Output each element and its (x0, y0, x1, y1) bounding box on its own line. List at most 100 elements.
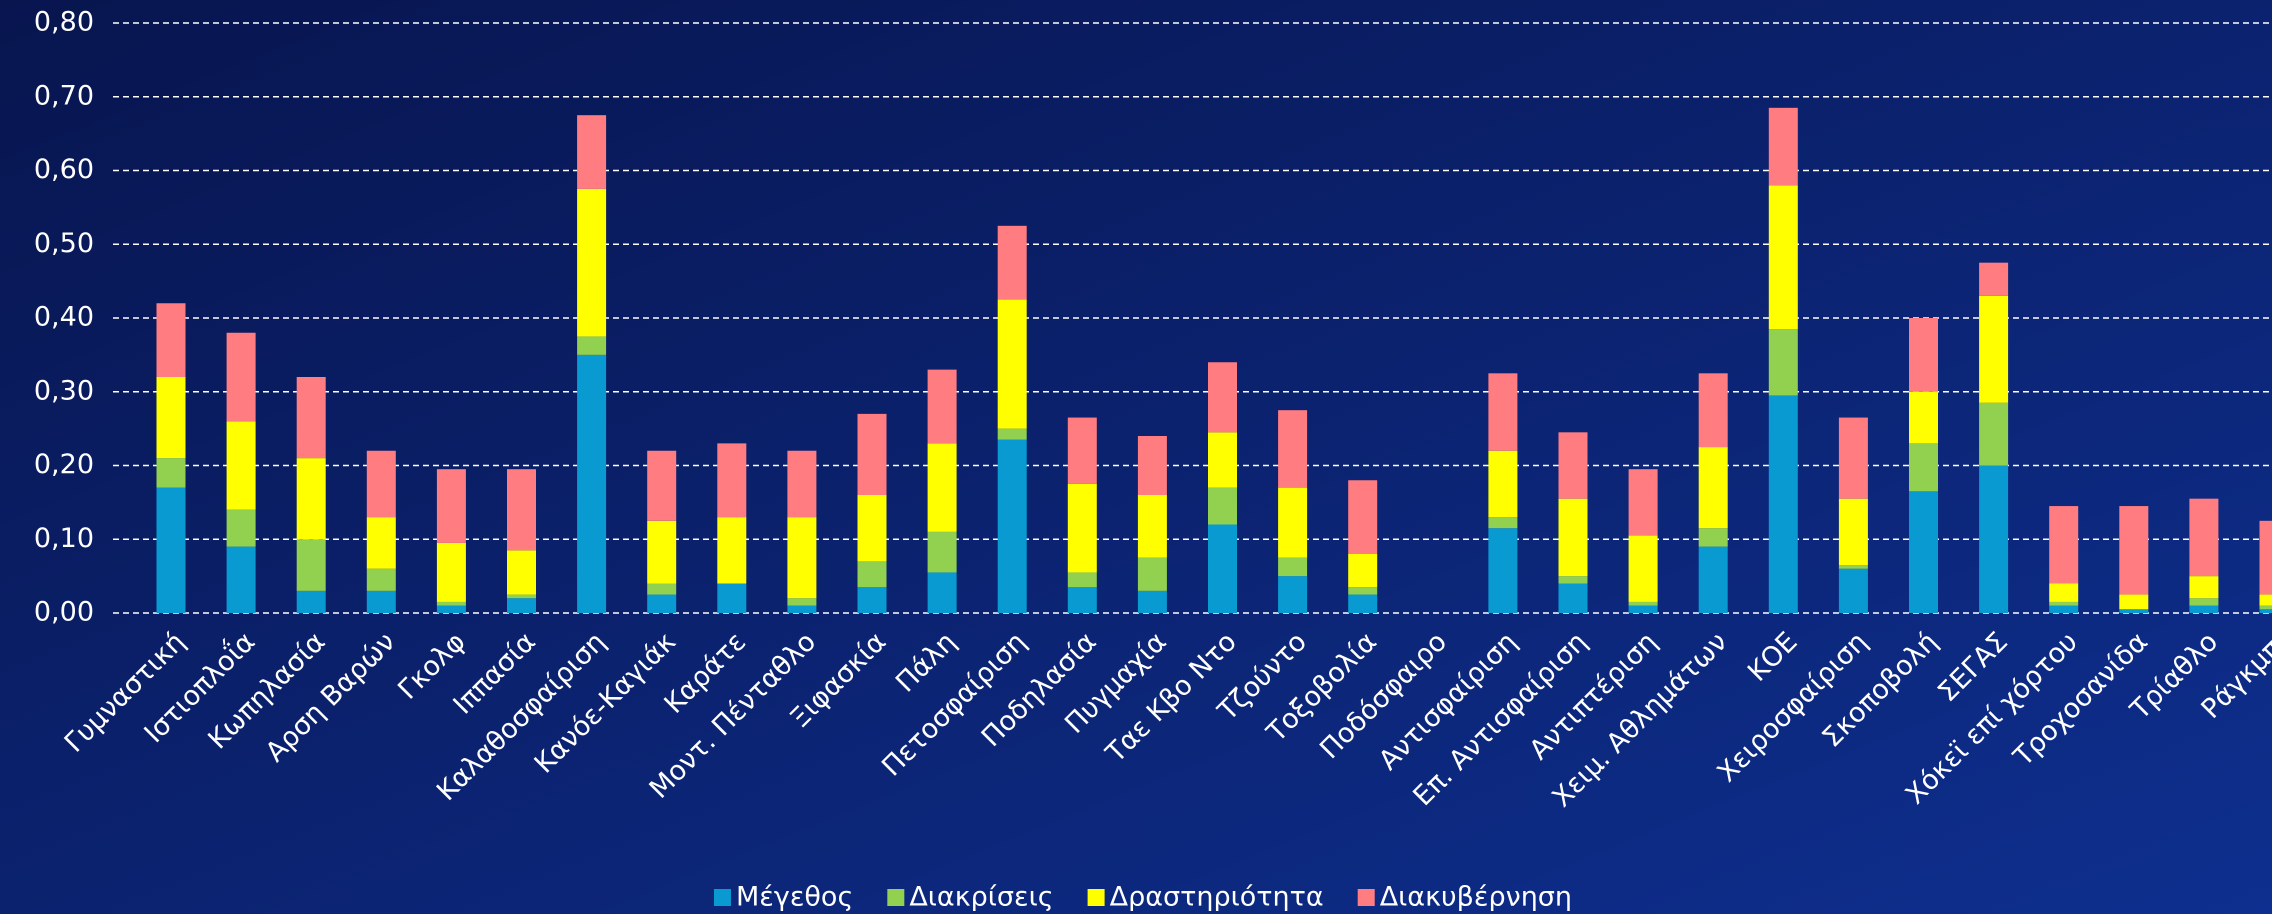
bar-segment (1137, 495, 1167, 558)
bar-segment (1558, 432, 1588, 499)
bar-segment (1909, 443, 1938, 492)
bar-segment (156, 487, 186, 613)
bar-segment (787, 605, 817, 613)
bar-segment (1698, 528, 1728, 547)
y-tick-label: 0,40 (34, 302, 94, 333)
bar-segment (1628, 469, 1658, 536)
bar-segment (156, 377, 186, 459)
y-tick-label: 0,80 (34, 7, 94, 38)
bar-segment (577, 354, 607, 613)
bar-segment (857, 561, 887, 588)
bar-segment (1838, 565, 1868, 569)
legend-swatch (1087, 889, 1105, 906)
bar-segment (997, 428, 1027, 440)
bar-segment (1698, 447, 1728, 529)
bar-segment (1558, 576, 1588, 584)
bar-segment (787, 598, 817, 606)
bar-segment (857, 495, 887, 562)
bar-segment (1208, 432, 1237, 488)
bar-segment (927, 369, 957, 444)
bar-segment (366, 450, 396, 518)
bar-segment (1208, 487, 1237, 525)
bar-segment (1698, 373, 1728, 448)
legend-label: Διακρίσεις (909, 882, 1053, 913)
bar-segment (1768, 107, 1798, 186)
bar-segment (717, 443, 747, 518)
bar-segment (2189, 605, 2219, 613)
bar-segment (296, 539, 326, 591)
bar-segment (1979, 295, 2009, 403)
bar-segment (1348, 554, 1378, 588)
bar-segment (1628, 601, 1658, 606)
bar-segment (577, 336, 607, 355)
bar-segment (647, 583, 677, 595)
bar-segment (1137, 557, 1167, 591)
bar-segment (507, 550, 536, 595)
bar-segment (1768, 329, 1798, 396)
bar-segment (647, 520, 677, 584)
bar-segment (1137, 436, 1167, 495)
bar-segment (1838, 498, 1868, 566)
bar-segment (366, 568, 396, 591)
bar-segment (507, 594, 536, 599)
bar-segment (717, 583, 747, 613)
bar-segment (2189, 498, 2219, 577)
bar-segment (1067, 572, 1097, 588)
bar-segment (2119, 506, 2149, 595)
legend-label: Διακυβέρνηση (1380, 882, 1572, 913)
bar-segment (1488, 528, 1518, 613)
bar-segment (2049, 605, 2079, 613)
legend-label: Μέγεθος (736, 882, 853, 913)
bar-segment (1278, 576, 1308, 613)
bar-segment (647, 450, 677, 521)
y-tick-label: 0,70 (34, 80, 94, 111)
bar-segment (1909, 491, 1938, 613)
legend-swatch (713, 889, 731, 906)
bar-segment (156, 303, 186, 377)
bar-segment (1137, 590, 1167, 613)
bar-segment (1768, 185, 1798, 330)
bar-segment (436, 469, 466, 543)
bar-segment (1628, 605, 1658, 613)
bar-segment (1067, 417, 1097, 484)
bar-segment (1067, 587, 1097, 613)
bar-segment (1488, 450, 1518, 518)
bar-segment (927, 572, 957, 613)
bar-segment (2189, 576, 2219, 599)
bar-segment (1067, 483, 1097, 573)
bar-segment (1488, 373, 1518, 451)
bar-segment (507, 469, 536, 551)
bar-segment (226, 421, 256, 510)
bar-segment (226, 509, 256, 547)
bar-segment (1838, 417, 1868, 499)
bar-segment (1348, 587, 1378, 595)
bar-segment (1698, 546, 1728, 613)
bar-segment (1208, 524, 1237, 613)
bar-segment (2049, 601, 2079, 606)
legend-label: Δραστηριότητα (1110, 882, 1324, 913)
bar-segment (1558, 583, 1588, 613)
bar-segment (366, 590, 396, 613)
y-tick-label: 0,10 (34, 523, 94, 554)
bar-segment (2049, 583, 2079, 602)
bar-segment (2259, 605, 2272, 610)
bar-segment (507, 598, 536, 613)
bar-segment (1278, 410, 1308, 488)
bar-segment (436, 605, 466, 613)
bar-segment (997, 439, 1027, 613)
bar-segment (577, 115, 607, 189)
bar-segment (997, 299, 1027, 429)
bar-segment (647, 594, 677, 613)
bar-segment (296, 458, 326, 540)
bar-segment (1909, 391, 1938, 444)
y-tick-label: 0,00 (34, 597, 94, 628)
bar-segment (577, 188, 607, 337)
bar-segment (1348, 594, 1378, 613)
legend-swatch (1357, 889, 1375, 906)
bar-segment (2189, 598, 2219, 606)
bar-segment (226, 546, 256, 613)
bar-segment (997, 225, 1027, 300)
bar-segment (927, 443, 957, 532)
bar-segment (1558, 498, 1588, 577)
bar-segment (296, 590, 326, 613)
